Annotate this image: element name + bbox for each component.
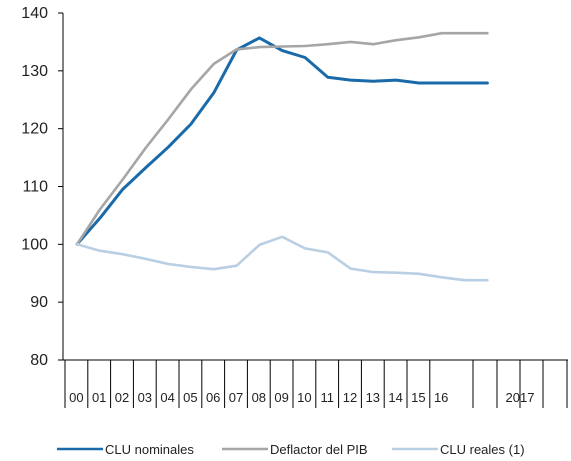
chart-series bbox=[75, 31, 489, 282]
x-tick-label: 15 bbox=[411, 390, 425, 405]
x-tick-label: 2017 bbox=[506, 390, 535, 405]
y-tick-label: 110 bbox=[22, 179, 48, 196]
x-tick-label: 14 bbox=[388, 390, 402, 405]
y-tick-label: 130 bbox=[21, 63, 48, 80]
y-tick-label: 90 bbox=[30, 294, 48, 311]
x-tick-label: 01 bbox=[92, 390, 106, 405]
x-axis-ticks: 00 01 02 03 04 05 06 07 08 09 10 11 12 13 14 15 16 2017 bbox=[64, 360, 568, 408]
x-tick-label: 13 bbox=[366, 390, 380, 405]
legend-label: CLU nominales bbox=[105, 442, 194, 457]
x-tick-label: 07 bbox=[229, 390, 243, 405]
x-tick-label: 09 bbox=[274, 390, 288, 405]
x-tick-label: 12 bbox=[343, 390, 357, 405]
x-tick-label: 02 bbox=[115, 390, 129, 405]
x-tick-label: 11 bbox=[320, 390, 334, 405]
x-tick-label: 04 bbox=[160, 390, 174, 405]
x-tick-label: 10 bbox=[297, 390, 311, 405]
x-tick-label: 06 bbox=[206, 390, 220, 405]
x-tick-label: 00 bbox=[69, 390, 83, 405]
series-line-2 bbox=[75, 31, 489, 246]
x-tick-label: 08 bbox=[252, 390, 266, 405]
x-tick-label: 05 bbox=[183, 390, 197, 405]
y-tick-label: 80 bbox=[30, 352, 48, 369]
legend-label: Deflactor del PIB bbox=[270, 442, 368, 457]
y-tick-label: 120 bbox=[21, 121, 48, 138]
y-tick-label: 100 bbox=[21, 236, 48, 253]
y-tick-label: 140 bbox=[21, 5, 48, 22]
legend-label: CLU reales (1) bbox=[440, 442, 525, 457]
series-line-1 bbox=[75, 36, 489, 246]
y-axis-ticks: 80 90 100 110 120 130 140 bbox=[21, 5, 63, 369]
x-tick-label: 03 bbox=[138, 390, 152, 405]
series-line-3 bbox=[75, 235, 489, 282]
chart-legend: CLU nominales Deflactor del PIB CLU reales… bbox=[57, 442, 525, 457]
x-tick-label: 16 bbox=[434, 390, 448, 405]
